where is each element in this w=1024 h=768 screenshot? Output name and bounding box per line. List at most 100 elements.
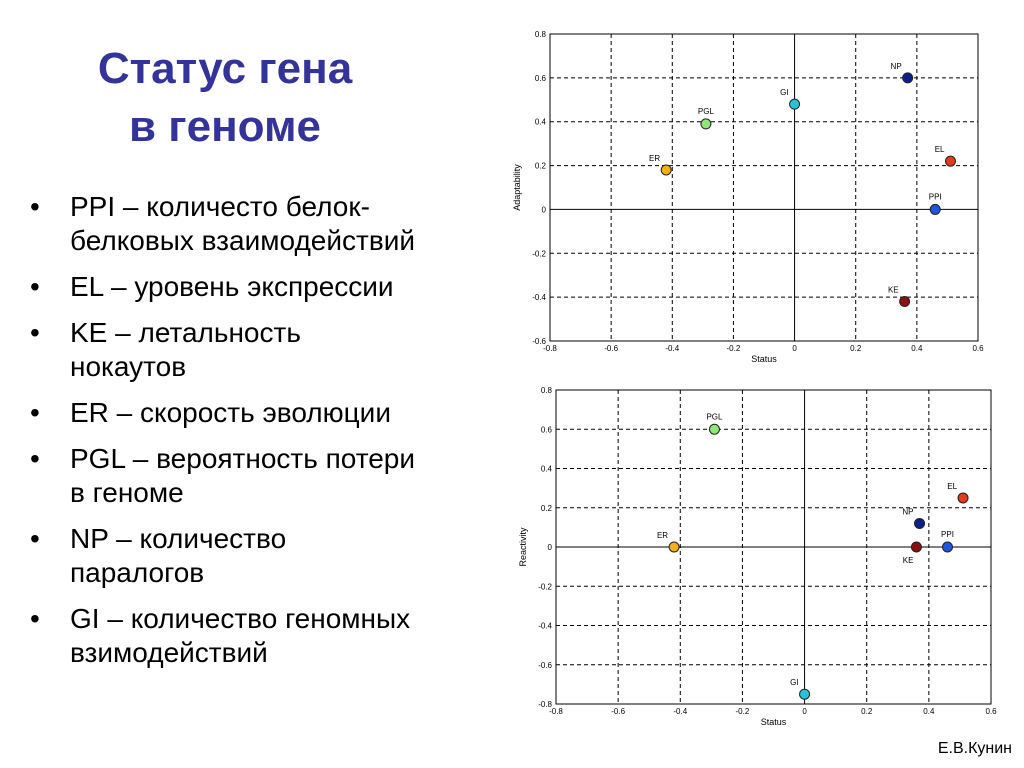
y-tick-label: 0 bbox=[542, 205, 547, 214]
x-tick-label: 0.6 bbox=[985, 707, 997, 716]
point-ppi bbox=[942, 541, 953, 553]
point-pgl bbox=[700, 118, 712, 130]
y-tick-label: 0.2 bbox=[541, 504, 553, 513]
bullet-item-er: • ER – скорость эволюции bbox=[28, 396, 498, 430]
y-tick-label: -0.4 bbox=[532, 293, 546, 302]
x-tick-label: -0.6 bbox=[604, 344, 618, 353]
y-tick-label: -0.8 bbox=[538, 700, 552, 709]
bullet-dot: • bbox=[30, 603, 40, 634]
x-tick-label: 0.4 bbox=[911, 344, 923, 353]
y-axis-label: Adaptability bbox=[512, 164, 522, 211]
y-tick-label: 0.8 bbox=[535, 30, 547, 39]
y-axis-label: Reactivity bbox=[518, 527, 528, 567]
point-label-pgl: PGL bbox=[698, 107, 715, 116]
point-pgl bbox=[708, 423, 720, 435]
title-line-2: в геноме bbox=[129, 102, 321, 151]
point-ke bbox=[910, 541, 922, 553]
point-label-ke: KE bbox=[888, 286, 899, 295]
point-label-er: ER bbox=[649, 154, 660, 163]
point-label-np: NP bbox=[891, 62, 902, 71]
point-gi bbox=[789, 98, 801, 110]
y-tick-label: 0 bbox=[548, 543, 553, 552]
point-el bbox=[957, 492, 969, 504]
title-line-1: Статус гена bbox=[97, 44, 353, 93]
bullet-text-line-2: в геноме bbox=[70, 477, 184, 508]
x-tick-label: 0 bbox=[792, 344, 797, 353]
y-tick-label: -0.4 bbox=[538, 622, 552, 631]
x-axis-label: Status bbox=[761, 717, 787, 727]
x-tick-label: -0.4 bbox=[665, 344, 679, 353]
bullet-text-line-1: KE – летальность bbox=[70, 317, 301, 348]
plot-frame bbox=[555, 389, 992, 705]
x-tick-label: 0.6 bbox=[972, 344, 984, 353]
y-tick-label: -0.2 bbox=[532, 249, 546, 258]
y-tick-label: 0.8 bbox=[541, 386, 553, 395]
bullet-dot: • bbox=[30, 317, 40, 348]
bullet-text-line-1: ER – скорость эволюции bbox=[70, 397, 391, 428]
bullet-text-line-1: EL – уровень экспрессии bbox=[70, 271, 394, 302]
author-credit: Е.В.Кунин bbox=[937, 740, 1012, 757]
adaptability-chart-svg: -0.8 -0.6 -0.4 -0.2 0 0.2 0.4 0.6-0.6-0.4-0.200… bbox=[512, 30, 984, 362]
bullet-text-line-2: взимодействий bbox=[70, 637, 268, 668]
point-label-ppi: PPI bbox=[929, 192, 942, 201]
y-tick-label: 0.6 bbox=[541, 425, 553, 434]
x-tick-label: 0.2 bbox=[861, 707, 873, 716]
point-el bbox=[944, 155, 956, 167]
plot-frame bbox=[549, 33, 979, 342]
point-ppi bbox=[929, 203, 941, 215]
reactivity-chart: -0.8 -0.6 -0.4 -0.2 0 0.2 0.4 0.6 -0.8 -0.6 -0.4 -0… bbox=[512, 382, 1002, 730]
bullet-text-line-1: PPI – количесто белок- bbox=[70, 191, 370, 222]
bullet-dot: • bbox=[30, 271, 40, 302]
adaptability-chart: -0.8 -0.6 -0.4 -0.2 0 0.2 0.4 0.6 -0.6 -0.4 -0.2 0 0… bbox=[512, 26, 992, 362]
point-ke bbox=[899, 296, 911, 308]
reactivity-chart-svg: -0.8 -0.6 -0.4 -0.2 0 0.2 0.4 0.6 -0.8 -0.6 -0.4 -0… bbox=[518, 386, 997, 727]
point-label-gi: GI bbox=[790, 678, 798, 687]
point-np bbox=[902, 72, 914, 84]
x-axis-label: Status bbox=[751, 354, 777, 362]
x-tick-label: 0 bbox=[802, 707, 807, 716]
bullet-text-line-1: PGL – вероятность потери bbox=[70, 443, 416, 474]
bullet-item-ppi: • PPI – количесто белок- белковых взаимо… bbox=[28, 190, 498, 258]
bullet-item-ke: • KE – летальность нокаутов bbox=[28, 316, 498, 384]
x-tick-label: -0.8 bbox=[543, 344, 557, 353]
bullet-text-line-1: GI – количество геномных bbox=[70, 603, 411, 634]
y-tick-label: 0.4 bbox=[541, 465, 553, 474]
x-tick-label: -0.2 bbox=[727, 344, 741, 353]
x-tick-label: -0.6 bbox=[611, 707, 625, 716]
y-tick-label: 0.6 bbox=[535, 74, 547, 83]
point-er bbox=[668, 541, 680, 553]
point-np bbox=[914, 517, 926, 529]
bullet-dot: • bbox=[30, 397, 40, 428]
bullet-dot: • bbox=[30, 191, 40, 222]
point-gi bbox=[799, 688, 811, 700]
point-label-ppi: PPI bbox=[941, 530, 954, 539]
point-label-er: ER bbox=[657, 531, 668, 540]
bullet-item-el: • EL – уровень экспрессии bbox=[28, 270, 498, 304]
point-er bbox=[660, 164, 672, 176]
x-tick-label: -0.8 bbox=[549, 707, 563, 716]
y-tick-label: 0.2 bbox=[535, 162, 547, 171]
point-label-gi: GI bbox=[780, 88, 788, 97]
bullet-text-line-2: паралогов bbox=[70, 557, 205, 588]
bullet-text-line-2: белковых взаимодействий bbox=[70, 225, 415, 256]
bullet-item-np: • NP – количество паралогов bbox=[28, 522, 498, 590]
bullet-text-line-1: NP – количество bbox=[70, 523, 287, 554]
y-tick-label: -0.6 bbox=[538, 661, 552, 670]
y-tick-label: 0.4 bbox=[535, 118, 547, 127]
point-label-el: EL bbox=[935, 145, 945, 154]
x-tick-label: 0.4 bbox=[923, 707, 935, 716]
bullet-list: • PPI – количесто белок- белковых взаимо… bbox=[28, 190, 498, 682]
bullet-item-pgl: • PGL – вероятность потери в геноме bbox=[28, 442, 498, 510]
x-tick-label: -0.4 bbox=[673, 707, 687, 716]
slide-title: Статус гена в геноме bbox=[40, 40, 410, 156]
plot-area bbox=[550, 34, 978, 341]
bullet-dot: • bbox=[30, 443, 40, 474]
point-label-ke: KE bbox=[903, 556, 914, 565]
point-label-pgl: PGL bbox=[706, 412, 723, 421]
y-tick-label: -0.6 bbox=[532, 337, 546, 346]
x-tick-label: -0.2 bbox=[736, 707, 750, 716]
bullet-item-gi: • GI – количество геномных взимодействий bbox=[28, 602, 498, 670]
y-tick-label: -0.2 bbox=[538, 582, 552, 591]
bullet-text-line-2: нокаутов bbox=[70, 351, 187, 382]
point-label-el: EL bbox=[947, 482, 957, 491]
